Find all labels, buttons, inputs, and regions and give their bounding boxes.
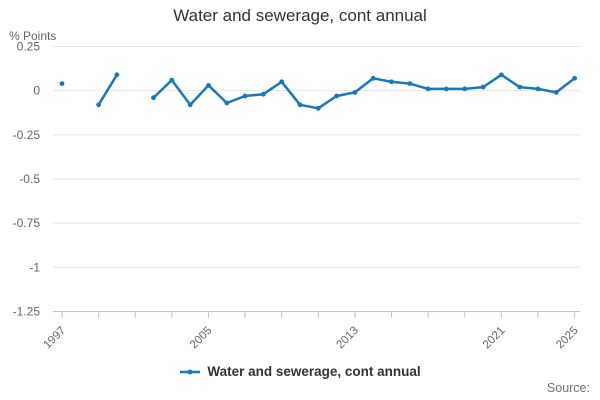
data-point-marker[interactable] bbox=[261, 91, 266, 97]
source-label: Source: bbox=[546, 381, 590, 395]
data-point-marker[interactable] bbox=[407, 81, 413, 86]
y-tick-label: -1.25 bbox=[13, 305, 41, 319]
data-point-marker[interactable] bbox=[572, 75, 577, 81]
data-point-marker[interactable] bbox=[114, 72, 120, 78]
x-tick-label: 2025 bbox=[554, 325, 581, 352]
data-point-marker[interactable] bbox=[535, 86, 541, 92]
y-tick-label: 0 bbox=[33, 84, 40, 98]
y-tick-label: -0.5 bbox=[19, 172, 40, 186]
legend-item-label: Water and sewerage, cont annual bbox=[207, 364, 421, 379]
data-point-marker[interactable] bbox=[151, 95, 156, 101]
data-point-marker[interactable] bbox=[499, 72, 504, 78]
data-point-marker[interactable] bbox=[96, 102, 101, 108]
data-point-marker[interactable] bbox=[187, 102, 193, 108]
data-point-marker[interactable] bbox=[480, 84, 486, 90]
legend-line-marker-icon bbox=[180, 369, 201, 374]
x-tick-label: 2021 bbox=[481, 325, 508, 352]
data-point-marker[interactable] bbox=[224, 100, 230, 106]
data-point-marker[interactable] bbox=[370, 75, 376, 81]
data-point-marker[interactable] bbox=[425, 86, 431, 92]
data-point-marker[interactable] bbox=[444, 86, 449, 92]
x-tick-label: 2005 bbox=[188, 325, 215, 352]
data-point-marker[interactable] bbox=[389, 79, 394, 85]
data-point-marker[interactable] bbox=[352, 90, 358, 95]
y-tick-label: -0.75 bbox=[13, 216, 41, 230]
data-point-marker[interactable] bbox=[206, 83, 211, 88]
x-tick-label: 1997 bbox=[42, 325, 69, 352]
data-point-marker[interactable] bbox=[297, 102, 303, 108]
data-point-marker[interactable] bbox=[517, 84, 523, 90]
data-point-marker[interactable] bbox=[553, 90, 559, 95]
legend-item-water-and-sewerage[interactable]: Water and sewerage, cont annual bbox=[179, 364, 421, 379]
y-tick-label: -0.25 bbox=[13, 128, 41, 142]
x-tick-label: 2013 bbox=[334, 325, 361, 352]
series-line bbox=[152, 73, 576, 110]
y-tick-label: -1 bbox=[29, 260, 40, 274]
data-point-marker[interactable] bbox=[334, 93, 339, 99]
data-point-marker[interactable] bbox=[279, 79, 285, 85]
data-point-marker[interactable] bbox=[242, 93, 248, 99]
data-point-marker[interactable] bbox=[59, 81, 65, 86]
data-point-marker[interactable] bbox=[462, 86, 468, 92]
y-tick-label: 0.25 bbox=[17, 40, 41, 54]
legend: Water and sewerage, cont annual bbox=[0, 364, 600, 379]
data-point-marker[interactable] bbox=[315, 105, 321, 111]
chart-title: Water and sewerage, cont annual bbox=[173, 6, 427, 25]
series-line bbox=[97, 73, 119, 107]
data-point-marker[interactable] bbox=[169, 77, 175, 83]
y-axis-unit-label: % Points bbox=[9, 29, 57, 43]
